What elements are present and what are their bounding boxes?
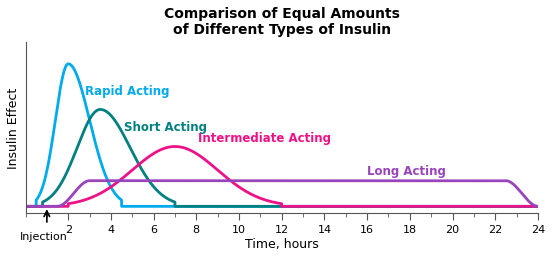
Text: Long Acting: Long Acting: [367, 165, 446, 178]
Title: Comparison of Equal Amounts
of Different Types of Insulin: Comparison of Equal Amounts of Different…: [164, 7, 400, 37]
Text: Short Acting: Short Acting: [124, 121, 206, 134]
Text: Injection: Injection: [20, 232, 67, 242]
Y-axis label: Insulin Effect: Insulin Effect: [7, 87, 20, 168]
Text: Rapid Acting: Rapid Acting: [85, 85, 170, 98]
Text: Intermediate Acting: Intermediate Acting: [199, 132, 331, 145]
X-axis label: Time, hours: Time, hours: [245, 238, 319, 251]
